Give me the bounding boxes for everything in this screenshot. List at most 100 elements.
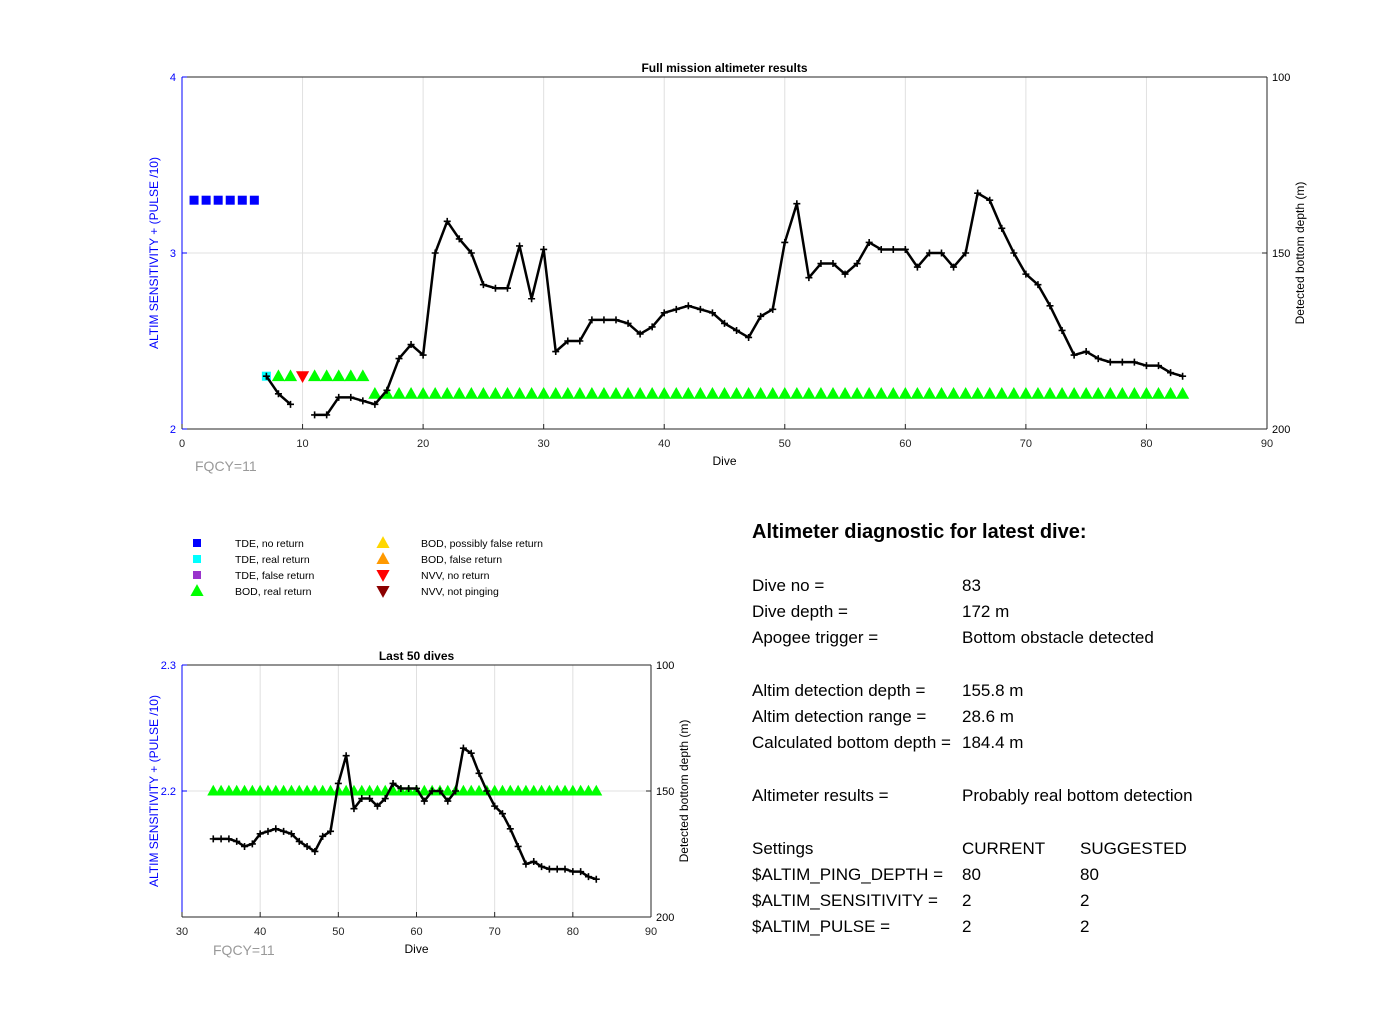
main-depth-point [576,337,584,345]
last50-marker [324,784,337,796]
main-marker [971,386,985,399]
last50-marker [488,784,501,796]
main-depth-point [335,393,343,401]
main-marker [561,386,575,399]
last50-marker [504,784,517,796]
last50-depth-point [444,797,452,805]
legend-label: NVV, not pinging [421,586,499,598]
last50-xtick-label: 80 [567,926,579,938]
ping-depth-label: $ALTIM_PING_DEPTH = [752,865,943,884]
main-depth-point [491,284,499,292]
last50-depth-point [405,784,413,792]
altimeter-results-label: Altimeter results = [752,786,889,805]
main-depth-point [287,400,294,408]
main-depth-point [311,411,319,419]
main-marker [633,386,647,399]
last50-depth-point [241,842,249,850]
sensitivity-label: $ALTIM_SENSITIVITY = [752,891,938,910]
main-depth-point [1058,326,1066,334]
last50-marker [207,784,220,796]
main-marker [910,386,924,399]
last50-depth-point [491,802,499,810]
pulse-current: 2 [962,917,972,936]
main-depth-point [624,319,632,327]
main-depth-point [636,330,644,338]
main-marker [368,386,382,399]
last50-depth-point [334,779,342,787]
legend: TDE, no return TDE, real return TDE, false… [190,536,543,598]
main-depth-point [974,189,982,197]
main-marker [249,195,259,205]
main-marker [838,386,852,399]
last50-marker [269,784,282,796]
last50-depth-point [366,795,374,803]
main-xtick-label: 90 [1261,438,1273,450]
last50-depth-point [538,863,546,871]
main-marker [693,386,707,399]
main-marker [308,369,322,382]
main-marker [476,386,490,399]
main-marker [452,386,466,399]
last50-depth-point [209,835,217,843]
main-marker [681,386,695,399]
main-depth-point [347,393,355,401]
main-depth-point [708,309,716,317]
main-marker [500,386,515,399]
main-ylabel: ALTIM SENSITIVITY + (PULSE /10) [147,157,161,349]
main-marker [537,386,551,399]
settings-current-header: CURRENT [962,839,1046,858]
last50-depth-point [373,802,381,810]
main-marker [814,386,828,399]
main-depth-point [817,260,825,268]
main-marker [669,386,683,399]
last50-marker [496,784,509,796]
last50-marker [512,784,525,796]
last50-depth-point [467,749,475,757]
main-marker [525,386,539,399]
main-y2label: Detected bottom depth (m) [1293,182,1307,325]
main-marker [609,386,623,399]
last50-marker [363,784,376,796]
last50-marker [566,784,579,796]
last50-marker [277,784,290,796]
main-depth-point [1094,355,1102,363]
main-depth-point [925,249,933,257]
last50-depth-point [295,837,303,845]
last50-title: Last 50 dives [379,649,455,663]
main-marker [283,369,298,382]
last50-depth-point [522,860,530,868]
main-marker [1127,386,1141,399]
main-depth-point [1179,372,1187,380]
main-marker [189,195,199,205]
main-marker [754,386,768,399]
main-title: Full mission altimeter results [641,61,807,75]
main-depth-point [805,274,813,282]
main-depth-point [938,249,945,257]
last50-xtick-label: 50 [332,926,344,938]
dive-depth-label: Dive depth = [752,602,848,621]
main-depth-point [865,238,873,246]
main-marker [464,386,478,399]
last50-depth-point [483,787,491,795]
last50-xtick-label: 90 [645,926,657,938]
main-depth-point [648,323,656,331]
main-marker [790,386,804,399]
main-marker [802,386,816,399]
pulse-label: $ALTIM_PULSE = [752,917,891,936]
last50-depth-point [584,873,592,881]
main-marker [657,386,671,399]
main-xtick-label: 0 [179,438,185,450]
main-depth-point [383,386,391,394]
legend-marker [376,536,390,548]
main-depth-point [1118,358,1126,366]
last50-depth-point [530,858,538,866]
main-ytick-label: 2 [170,424,176,436]
last50-depth-point [280,827,288,835]
main-depth-point [696,305,704,313]
last50-marker [293,784,306,796]
main-marker [1139,386,1154,399]
main-depth-point [998,224,1006,232]
last50-depth-point [553,865,561,873]
main-depth-point [479,281,487,289]
main-depth-point [359,397,367,405]
